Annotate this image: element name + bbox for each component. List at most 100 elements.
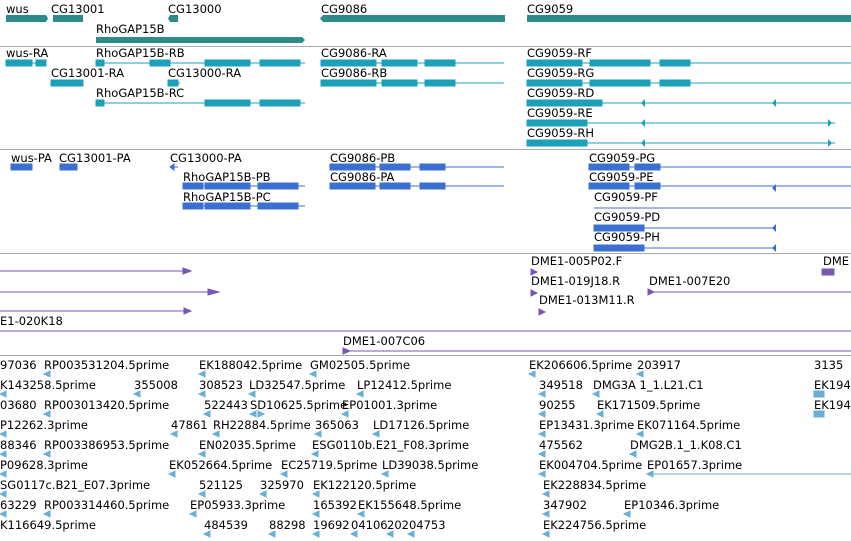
est-label[interactable]: 365063: [315, 418, 359, 432]
est-label[interactable]: 347902: [543, 498, 587, 512]
transcript-label[interactable]: RhoGAP15B-RC: [96, 86, 185, 100]
est-label[interactable]: LD17126.5prime: [373, 418, 470, 432]
est-label[interactable]: 20204753: [387, 518, 446, 532]
est-label[interactable]: 521125: [199, 478, 243, 492]
transcript-label[interactable]: CG9059-RF: [527, 46, 592, 60]
est-label[interactable]: GM02505.5prime: [310, 358, 410, 372]
protein-label[interactable]: CG9059-PD: [594, 210, 661, 224]
est-label[interactable]: P12262.3prime: [0, 418, 88, 432]
est-label[interactable]: EK004704.5prime: [539, 458, 643, 472]
est-label[interactable]: EK071164.5prime: [637, 418, 741, 432]
bac-label[interactable]: DME1-007C06: [343, 334, 426, 348]
protein-label[interactable]: wus-PA: [11, 151, 52, 165]
est-label[interactable]: EK224756.5prime: [543, 518, 647, 532]
protein-label[interactable]: CG9086-PA: [330, 170, 395, 184]
est-label[interactable]: 355008: [134, 378, 178, 392]
est-label[interactable]: 03680: [0, 398, 37, 412]
est-label[interactable]: K116649.5prime: [0, 518, 96, 532]
est-label[interactable]: EN02035.5prime: [199, 438, 296, 452]
est-label[interactable]: EK188042.5prime: [199, 358, 303, 372]
est-label[interactable]: RP003386953.5prime: [44, 438, 170, 452]
est-label[interactable]: EK052664.5prime: [169, 458, 273, 472]
gene-label-wus[interactable]: wus: [6, 2, 29, 16]
gene-label-cg9059[interactable]: CG9059: [527, 2, 574, 16]
gene-label-cg9086[interactable]: CG9086: [321, 2, 368, 16]
gene-features[interactable]: [0, 0, 851, 45]
est-label[interactable]: EP01001.3prime: [342, 398, 438, 412]
transcript-features[interactable]: [0, 47, 851, 149]
est-label[interactable]: LD39038.5prime: [382, 458, 479, 472]
gene-label-rhogap15b[interactable]: RhoGAP15B: [96, 22, 165, 36]
est-label[interactable]: EC25719.5prime: [281, 458, 378, 472]
protein-label[interactable]: CG13000-PA: [170, 151, 242, 165]
est-label[interactable]: 325970: [260, 478, 304, 492]
est-label[interactable]: EP01657.3prime: [647, 458, 743, 472]
est-label[interactable]: EK171509.5prime: [597, 398, 701, 412]
est-label[interactable]: 475562: [539, 438, 583, 452]
est-label[interactable]: EK122120.5prime: [313, 478, 417, 492]
est-label[interactable]: DMG3A 1_1.L21.C1: [593, 378, 704, 392]
est-label[interactable]: SD10625.5prime: [250, 398, 348, 412]
protein-features[interactable]: [0, 150, 851, 253]
transcript-label[interactable]: CG9059-RE: [527, 106, 593, 120]
est-label[interactable]: 308523: [199, 378, 243, 392]
est-label[interactable]: 165392: [313, 498, 357, 512]
est-features[interactable]: [0, 356, 851, 541]
est-label[interactable]: 97036: [0, 358, 37, 372]
est-label[interactable]: 47861: [171, 418, 208, 432]
est-label[interactable]: EP13431.3prime: [539, 418, 635, 432]
est-label[interactable]: 04106: [351, 518, 388, 532]
protein-label[interactable]: RhoGAP15B-PB: [183, 170, 271, 184]
est-label[interactable]: SG0117c.B21_E07.3prime: [0, 478, 151, 492]
transcript-label[interactable]: CG13000-RA: [168, 66, 242, 80]
est-label[interactable]: K143258.5prime: [0, 378, 96, 392]
est-label[interactable]: LP12412.5prime: [357, 378, 452, 392]
transcript-label[interactable]: wus-RA: [6, 46, 49, 60]
est-label[interactable]: EP10346.3prime: [624, 498, 720, 512]
protein-label[interactable]: CG9059-PF: [594, 190, 658, 204]
est-label[interactable]: EK228834.5prime: [543, 478, 647, 492]
est-label[interactable]: 90255: [539, 398, 576, 412]
bac-label[interactable]: DME1-013M11.R: [539, 293, 635, 307]
bac-features[interactable]: [0, 254, 851, 355]
est-label[interactable]: 349518: [539, 378, 583, 392]
est-label[interactable]: 88346: [0, 438, 37, 452]
est-label[interactable]: P09628.3prime: [0, 458, 88, 472]
protein-label[interactable]: CG9059-PE: [589, 170, 654, 184]
bac-label[interactable]: E1-020K18: [0, 314, 63, 328]
gene-label-cg13000[interactable]: CG13000: [168, 2, 222, 16]
est-label[interactable]: DMG2B.1_1.K08.C1: [630, 438, 742, 452]
transcript-label[interactable]: CG9059-RD: [527, 86, 595, 100]
bac-label[interactable]: DME: [823, 254, 850, 268]
est-label[interactable]: 88298: [269, 518, 306, 532]
est-label[interactable]: 19692: [313, 518, 350, 532]
est-label[interactable]: EK206606.5prime: [529, 358, 633, 372]
est-label[interactable]: LD32547.5prime: [249, 378, 346, 392]
est-label[interactable]: RP003013420.5prime: [44, 398, 170, 412]
est-label[interactable]: EP05933.3prime: [190, 498, 286, 512]
est-label[interactable]: RP003531204.5prime: [44, 358, 170, 372]
bac-label[interactable]: DME1-019J18.R: [531, 274, 621, 288]
est-label[interactable]: 3135: [814, 358, 844, 372]
protein-label[interactable]: CG13001-PA: [59, 151, 131, 165]
est-label[interactable]: EK194: [814, 378, 851, 392]
transcript-label[interactable]: CG13001-RA: [51, 66, 125, 80]
transcript-label[interactable]: CG9059-RH: [527, 126, 594, 140]
protein-label[interactable]: CG9059-PH: [594, 230, 660, 244]
est-label[interactable]: RP003314460.5prime: [44, 498, 170, 512]
est-label[interactable]: 203917: [637, 358, 681, 372]
transcript-label[interactable]: CG9059-RG: [527, 66, 595, 80]
est-label[interactable]: EK194: [814, 398, 851, 412]
protein-label[interactable]: RhoGAP15B-PC: [183, 190, 271, 204]
est-label[interactable]: EK155648.5prime: [358, 498, 462, 512]
est-label[interactable]: 63229: [0, 498, 37, 512]
bac-label[interactable]: DME1-007E20: [649, 274, 731, 288]
est-label[interactable]: 522443: [204, 398, 248, 412]
protein-label[interactable]: CG9086-PB: [330, 151, 396, 165]
protein-label[interactable]: CG9059-PG: [589, 151, 656, 165]
est-label[interactable]: RH22884.5prime: [213, 418, 311, 432]
gene-label-cg13001[interactable]: CG13001: [51, 2, 105, 16]
transcript-label[interactable]: CG9086-RA: [321, 46, 387, 60]
transcript-label[interactable]: RhoGAP15B-RB: [96, 46, 185, 60]
est-label[interactable]: ESG0110b.E21_F08.3prime: [312, 438, 470, 452]
